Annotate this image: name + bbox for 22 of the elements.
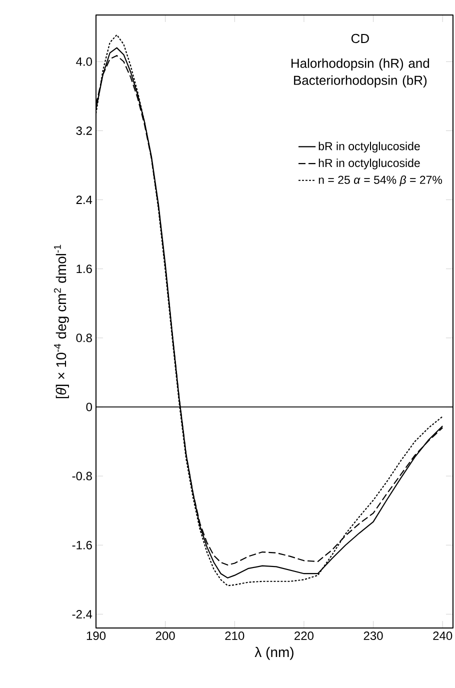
y-tick-label: 2.4 xyxy=(76,196,92,204)
legend-label: bR in octylglucoside xyxy=(318,142,420,153)
x-tick-label: 210 xyxy=(225,632,244,640)
y-tick-label: -0.8 xyxy=(72,472,92,480)
x-tick-label: 220 xyxy=(294,632,314,640)
x-tick-label: 240 xyxy=(433,632,452,640)
y-tick-label: -1.6 xyxy=(72,540,92,550)
y-axis-title: [θ] × 10$^{-4}$ deg cm$^{2}$ dmol$^{-1}$ xyxy=(54,244,69,398)
y-tick-label: -2.4 xyxy=(72,610,92,618)
y-tick-label: 4.0 xyxy=(76,57,92,66)
x-axis-title: λ (nm) xyxy=(254,646,294,660)
y-tick-label: 3.2 xyxy=(76,126,92,135)
y-tick-label: 1.6 xyxy=(76,264,92,274)
y-tick-label: 0 xyxy=(86,402,92,412)
legend-label: n = 25 α = 54% β = 27% xyxy=(318,175,442,186)
legend-label: hR in octylglucoside xyxy=(318,158,420,170)
x-tick-label: 230 xyxy=(364,632,383,640)
text: CD xyxy=(351,34,369,44)
x-tick-label: 190 xyxy=(86,632,106,640)
y-tick-label: 0.8 xyxy=(76,334,92,342)
x-tick-label: 200 xyxy=(156,632,175,640)
text: Halorhodopsin (hR) and Bacteriorhodopsin (bR) xyxy=(292,58,430,88)
